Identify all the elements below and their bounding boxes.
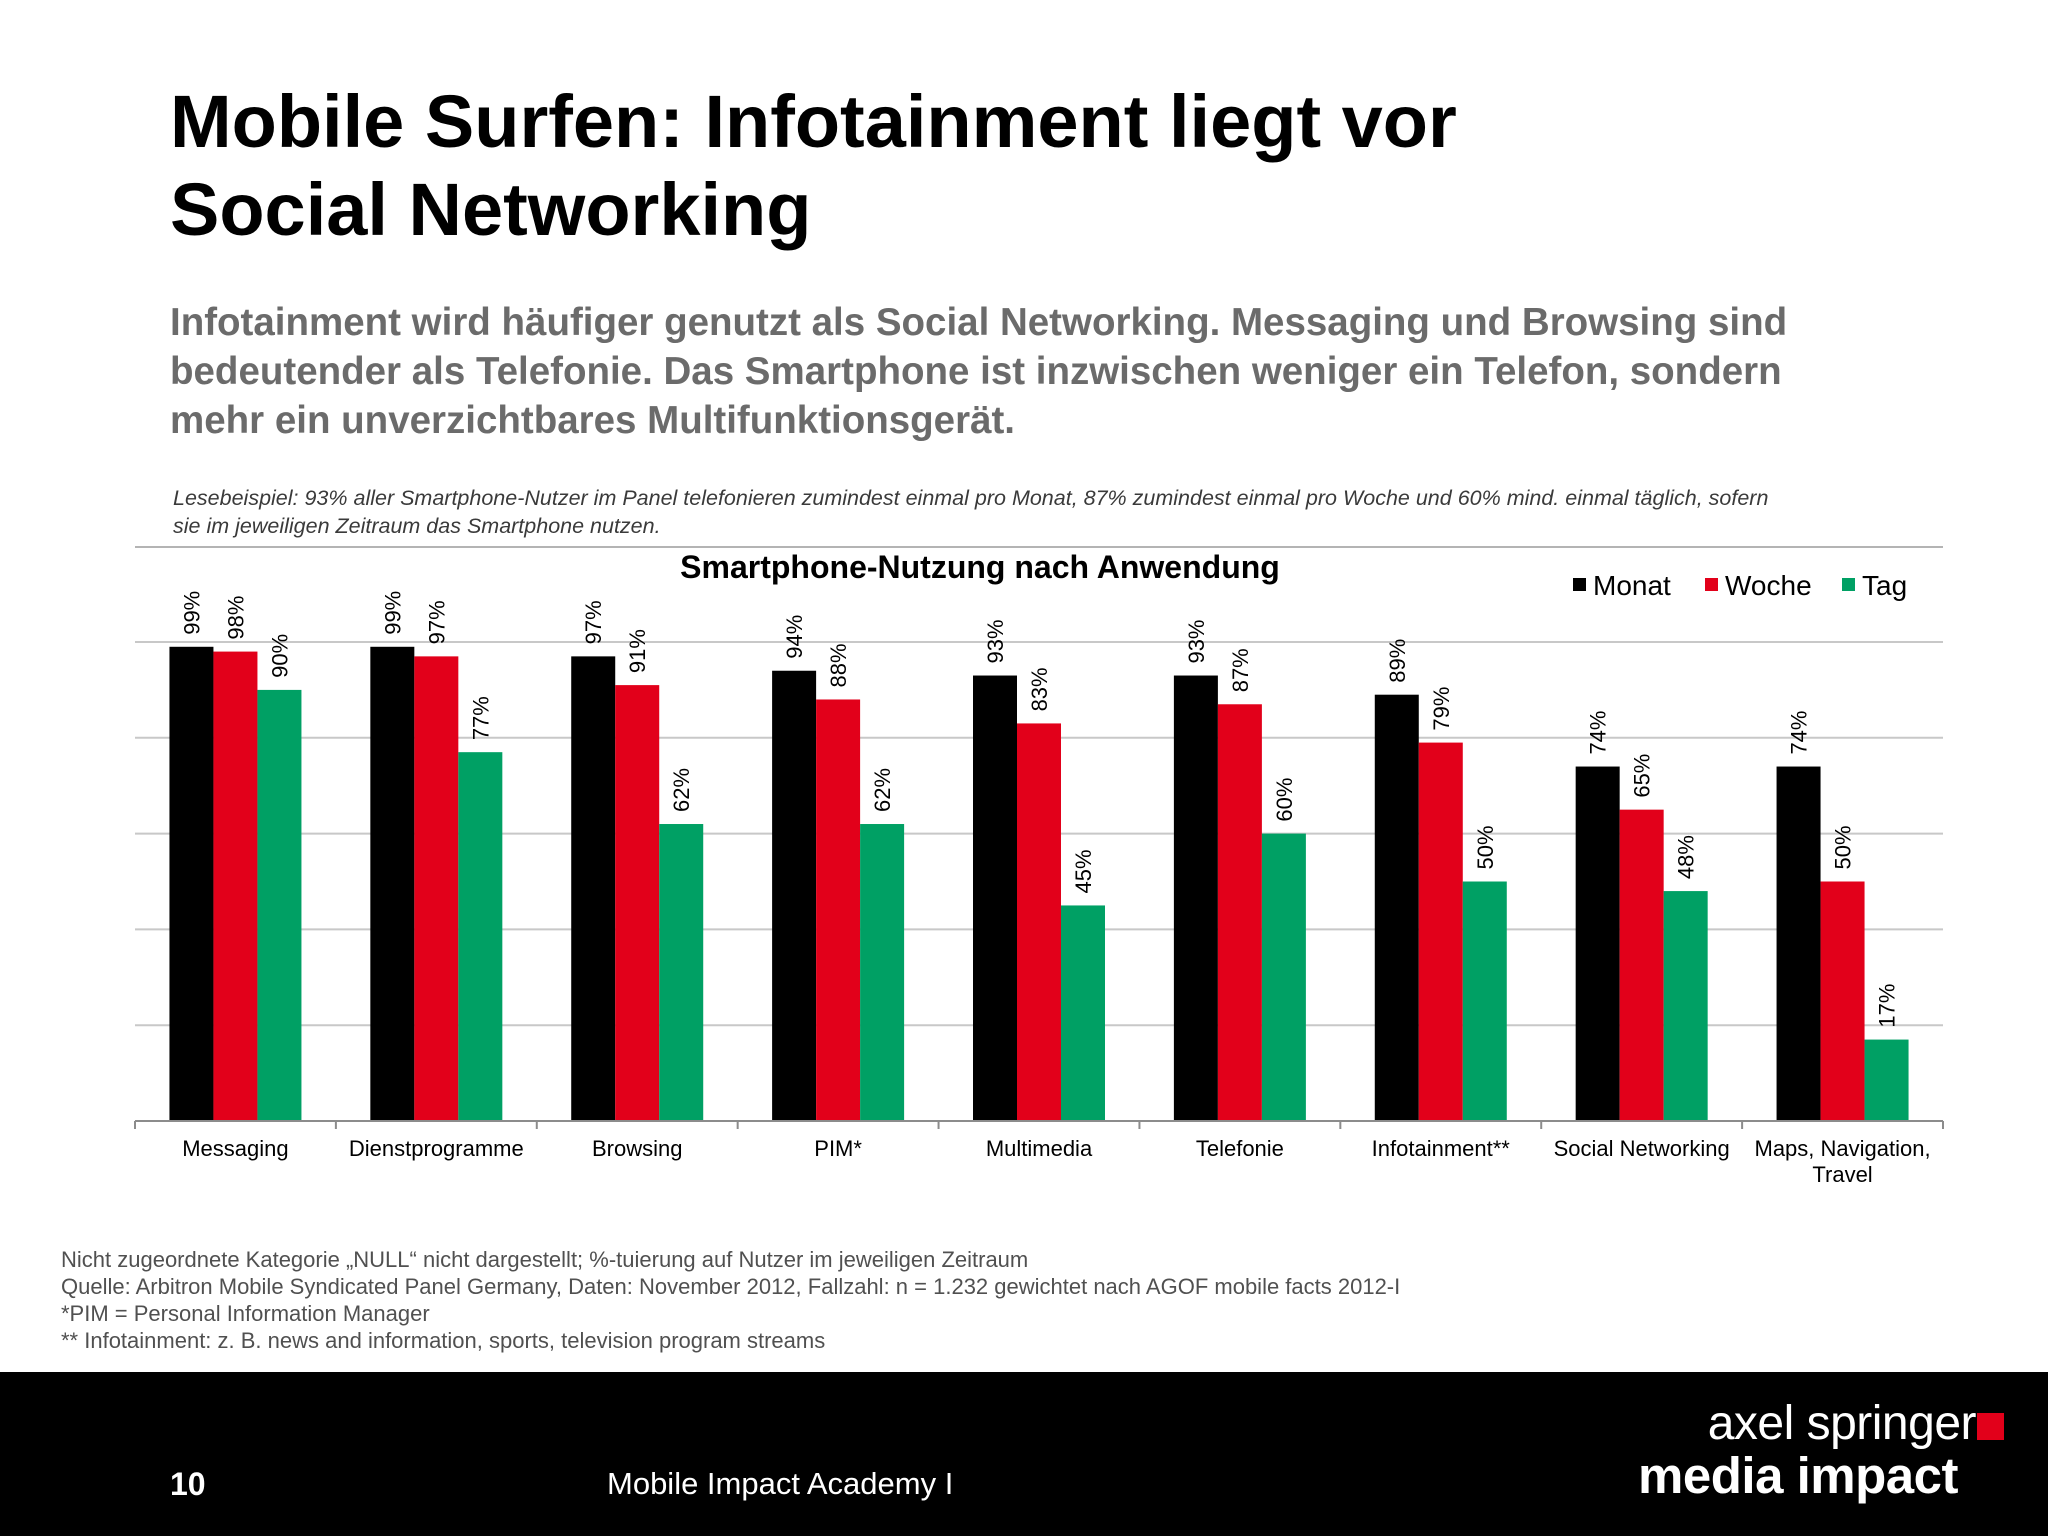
x-tick-label-infotainment: Infotainment** [1372,1136,1511,1161]
bar-messaging-woche [213,651,258,1121]
data-label-messaging-tag: 90% [267,634,292,678]
footnote-line-3: *PIM = Personal Information Manager [61,1301,430,1326]
footnote-line-4: ** Infotainment: z. B. news and informat… [61,1328,826,1353]
x-tick-label-social-networking: Social Networking [1554,1136,1730,1161]
x-tick-label-messaging: Messaging [182,1136,288,1161]
data-label-dienstprogramme-tag: 77% [468,696,493,740]
bar-messaging-monat [169,646,214,1121]
legend-swatch-woche [1705,578,1718,591]
data-label-maps-navigation-travel-tag: 17% [1875,984,1900,1028]
data-label-social-networking-woche: 65% [1630,754,1655,798]
legend-label-monat: Monat [1593,570,1671,601]
data-label-messaging-monat: 99% [179,591,204,635]
legend-label-woche: Woche [1725,570,1812,601]
data-label-messaging-woche: 98% [223,596,248,640]
slide-subtitle: Infotainment wird häufiger genutzt als S… [170,298,1890,445]
bar-infotainment-tag [1462,881,1507,1121]
bar-social-networking-woche [1619,809,1664,1121]
reading-example-line-2: sie im jeweiligen Zeitraum das Smartphon… [173,514,661,538]
bar-messaging-tag [257,689,302,1121]
footer-caption: Mobile Impact Academy I [607,1466,954,1501]
legend-swatch-tag [1842,578,1855,591]
bar-browsing-woche [615,685,660,1121]
data-label-maps-navigation-travel-monat: 74% [1787,710,1812,754]
x-tick-label-multimedia: Multimedia [986,1136,1093,1161]
bar-maps-navigation-travel-woche [1820,881,1865,1121]
page-number: 10 [170,1466,206,1502]
bar-multimedia-tag [1061,905,1105,1121]
bar-telefonie-tag [1261,833,1306,1121]
x-tick-label-browsing: Browsing [592,1136,682,1161]
data-label-dienstprogramme-monat: 99% [380,591,405,635]
legend: Monat Woche Tag [1573,570,1907,601]
data-label-browsing-tag: 62% [669,768,694,812]
data-label-maps-navigation-travel-woche: 50% [1831,825,1856,869]
bar-dienstprogramme-monat [370,646,415,1121]
x-tick-label-maps-navigation-travel-line-2: Travel [1812,1162,1872,1187]
data-labels: 99% 98% 90% 99% 97% 77% 97% 91% 62% 94% 88% 62% 93% 8… [179,591,1899,1028]
data-label-telefonie-woche: 87% [1228,648,1253,692]
footnote-line-1: Nicht zugeordnete Kategorie „NULL“ nicht… [61,1247,1029,1272]
slide-title-line-2: Social Networking [170,168,812,251]
chart-title: Smartphone-Nutzung nach Anwendung [680,549,1280,585]
data-label-pim-woche: 88% [826,643,851,687]
slide-title-line-1: Mobile Surfen: Infotainment liegt vor [170,80,1457,163]
data-label-dienstprogramme-woche: 97% [424,600,449,644]
bar-multimedia-woche [1017,723,1061,1121]
footnotes: Nicht zugeordnete Kategorie „NULL“ nicht… [61,1246,1961,1354]
data-label-browsing-woche: 91% [625,629,650,673]
data-label-infotainment-woche: 79% [1429,687,1454,731]
subtitle-line-3: mehr ein unverzichtbares Multifunktionsg… [170,399,1016,442]
x-tick-label-pim: PIM* [814,1136,862,1161]
data-label-telefonie-monat: 93% [1184,619,1209,663]
legend-swatch-monat [1573,578,1586,591]
bar-infotainment-monat [1374,694,1419,1121]
data-label-social-networking-monat: 74% [1586,710,1611,754]
bar-dienstprogramme-woche [414,656,459,1121]
chart-top-divider [135,546,1943,548]
bar-pim-monat [772,670,817,1121]
bar-telefonie-woche [1217,704,1262,1121]
brand-logo-line-2: media impact [1638,1447,1958,1504]
bar-maps-navigation-travel-monat [1776,766,1821,1121]
x-tick-label-maps-navigation-travel: Maps, Navigation, [1755,1136,1931,1161]
bar-social-networking-monat [1575,766,1620,1121]
reading-example-line-1: Lesebeispiel: 93% aller Smartphone-Nutze… [173,486,1769,510]
reading-example: Lesebeispiel: 93% aller Smartphone-Nutze… [173,484,1913,540]
bar-telefonie-monat [1173,675,1218,1121]
data-label-browsing-monat: 97% [581,600,606,644]
data-label-infotainment-tag: 50% [1473,825,1498,869]
footnote-line-2: Quelle: Arbitron Mobile Syndicated Panel… [61,1274,1401,1299]
footer-bar [0,1372,2048,1536]
data-label-multimedia-tag: 45% [1071,849,1096,893]
data-label-pim-tag: 62% [870,768,895,812]
x-tick-label-telefonie: Telefonie [1196,1136,1284,1161]
bar-chart: Smartphone-Nutzung nach Anwendung 99% 98%… [134,549,1944,1187]
bar-maps-navigation-travel-tag [1864,1039,1909,1121]
legend-label-tag: Tag [1862,570,1907,601]
bar-browsing-tag [659,824,704,1121]
brand-logo-line-1: axel springer [1707,1397,1977,1450]
bar-pim-woche [816,699,861,1121]
data-label-infotainment-monat: 89% [1385,639,1410,683]
brand-square-icon [1977,1413,2004,1440]
data-label-multimedia-monat: 93% [983,619,1008,663]
bar-dienstprogramme-tag [458,752,503,1121]
x-axis: Messaging Dienstprogramme Browsing PIM* Mult… [134,1120,1944,1187]
data-label-social-networking-tag: 48% [1674,835,1699,879]
data-label-multimedia-woche: 83% [1027,667,1052,711]
bars [169,646,1909,1121]
subtitle-line-2: bedeutender als Telefonie. Das Smartphon… [170,350,1782,393]
bar-browsing-monat [571,656,616,1121]
data-label-pim-monat: 94% [782,615,807,659]
bar-pim-tag [860,824,905,1121]
subtitle-line-1: Infotainment wird häufiger genutzt als S… [170,301,1788,344]
bar-infotainment-woche [1418,742,1463,1121]
bar-social-networking-tag [1663,891,1708,1121]
data-label-telefonie-tag: 60% [1272,778,1297,822]
x-tick-label-dienstprogramme: Dienstprogramme [349,1136,524,1161]
bar-multimedia-monat [973,675,1017,1121]
slide-title: Mobile Surfen: Infotainment liegt vor So… [170,78,1870,254]
